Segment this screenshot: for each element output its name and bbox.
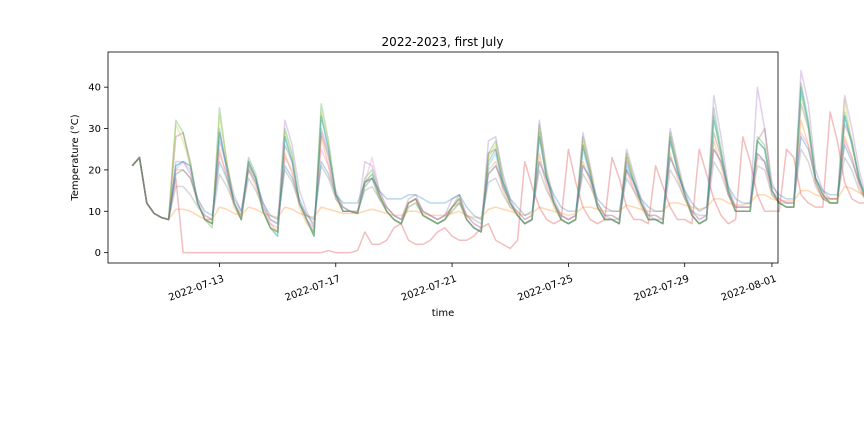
series-line-2 (131, 119, 864, 233)
y-tick-label: 20 (88, 165, 101, 176)
series-line-8 (131, 148, 864, 225)
series-line-11 (131, 156, 864, 221)
y-tick-label: 10 (88, 207, 101, 218)
series-line-1 (131, 86, 864, 237)
series-line-6 (131, 102, 864, 233)
series-line-10 (131, 90, 864, 237)
series-line-3 (131, 82, 864, 237)
x-axis-label: time (432, 308, 455, 319)
plot-frame (107, 51, 779, 264)
y-tick-label: 30 (88, 124, 101, 135)
series-line-12 (131, 136, 864, 221)
series-line-7 (131, 131, 864, 229)
series-layer (131, 69, 864, 254)
y-axis-label: Temperature (°C) (70, 114, 81, 201)
y-tick-label: 0 (95, 248, 101, 259)
chart-title: 2022-2023, first July (382, 35, 504, 49)
series-line-4 (131, 111, 864, 254)
y-tick-label: 40 (88, 83, 101, 94)
series-line-5 (131, 69, 864, 229)
series-line-9 (131, 94, 864, 237)
y-axis: 0 10 20 30 40 (88, 83, 108, 259)
